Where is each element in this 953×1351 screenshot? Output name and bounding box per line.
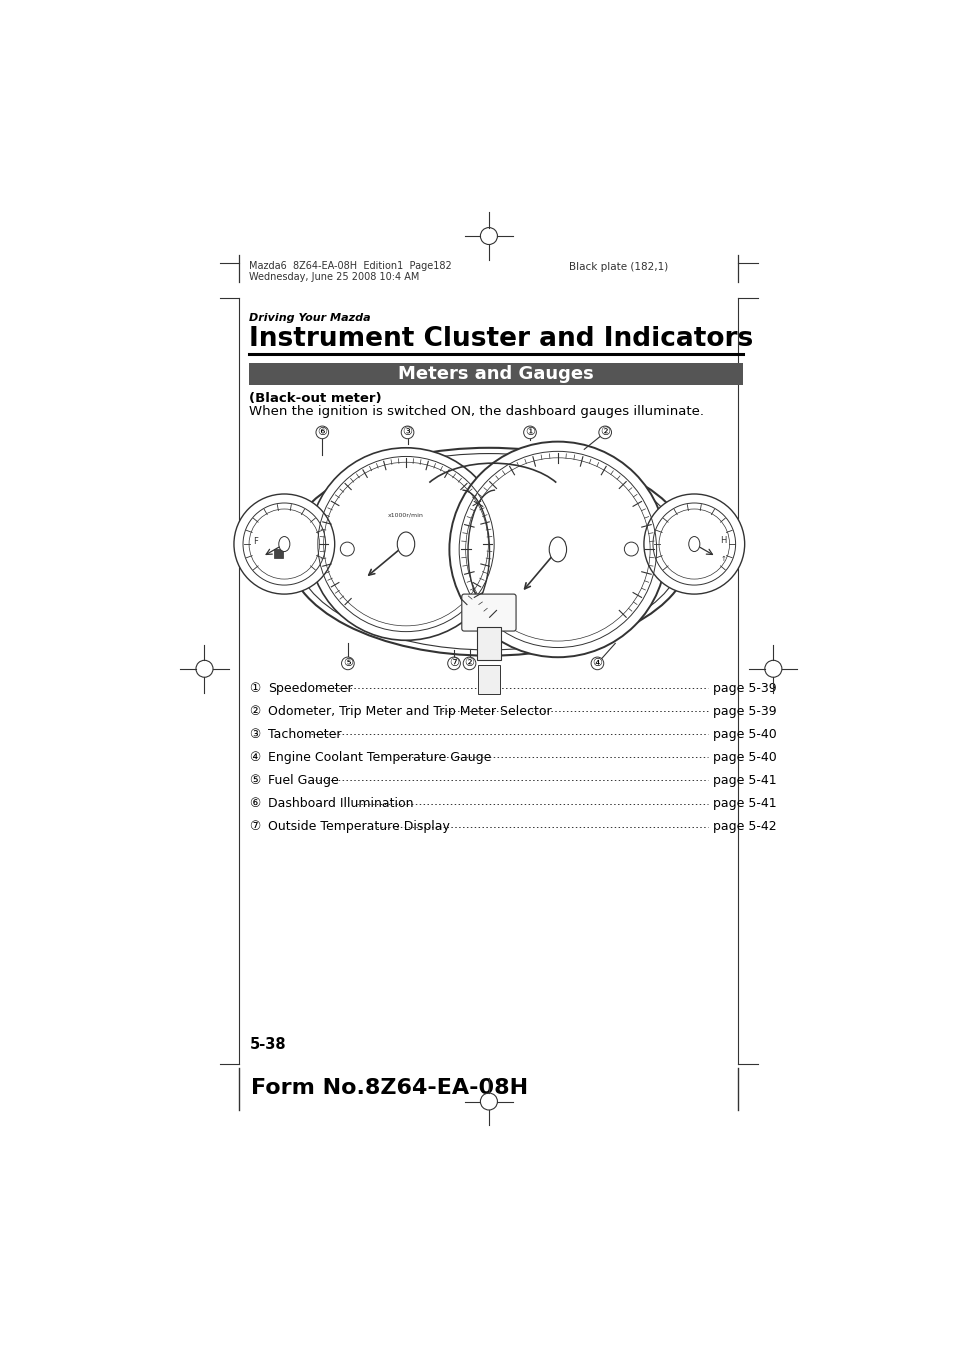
Circle shape — [449, 442, 666, 657]
Text: ③: ③ — [402, 427, 412, 438]
Text: ②: ② — [249, 705, 260, 717]
Circle shape — [623, 542, 638, 557]
Circle shape — [233, 494, 335, 594]
Text: ②: ② — [599, 427, 610, 438]
Ellipse shape — [396, 532, 415, 557]
Text: Driving Your Mazda: Driving Your Mazda — [249, 313, 371, 323]
Text: Dashboard Illumination: Dashboard Illumination — [268, 797, 413, 811]
Text: ④: ④ — [249, 751, 260, 763]
FancyBboxPatch shape — [461, 594, 516, 631]
Text: ②: ② — [464, 658, 474, 669]
Text: Meters and Gauges: Meters and Gauges — [398, 365, 594, 382]
Text: ⑦: ⑦ — [249, 820, 260, 834]
Text: (Black-out meter): (Black-out meter) — [249, 392, 381, 405]
Text: ⑤: ⑤ — [249, 774, 260, 786]
Text: Wednesday, June 25 2008 10:4 AM: Wednesday, June 25 2008 10:4 AM — [249, 273, 419, 282]
Bar — [477, 665, 499, 694]
Text: F: F — [253, 538, 257, 546]
Text: Form No.8Z64-EA-08H: Form No.8Z64-EA-08H — [251, 1078, 528, 1098]
Text: When the ignition is switched ON, the dashboard gauges illuminate.: When the ignition is switched ON, the da… — [249, 405, 703, 419]
Text: 5-38: 5-38 — [249, 1038, 286, 1052]
Ellipse shape — [688, 536, 700, 551]
Text: ③: ③ — [249, 728, 260, 740]
Text: page 5-41: page 5-41 — [712, 797, 776, 811]
Text: Instrument Cluster and Indicators: Instrument Cluster and Indicators — [249, 326, 753, 353]
Text: ⑥: ⑥ — [249, 797, 260, 811]
Text: page 5-40: page 5-40 — [712, 728, 776, 740]
Text: Odometer, Trip Meter and Trip Meter Selector: Odometer, Trip Meter and Trip Meter Sele… — [268, 705, 551, 717]
Ellipse shape — [549, 538, 566, 562]
Text: Speedometer: Speedometer — [268, 681, 353, 694]
Text: Fuel Gauge: Fuel Gauge — [268, 774, 338, 786]
Circle shape — [643, 494, 744, 594]
Text: ①: ① — [249, 681, 260, 694]
Text: Outside Temperature Display: Outside Temperature Display — [268, 820, 450, 834]
Text: Black plate (182,1): Black plate (182,1) — [568, 262, 667, 272]
Circle shape — [340, 542, 354, 557]
Ellipse shape — [278, 536, 290, 551]
Text: Mazda6  8Z64-EA-08H  Edition1  Page182: Mazda6 8Z64-EA-08H Edition1 Page182 — [249, 262, 452, 272]
Text: ①: ① — [524, 427, 535, 438]
Text: Engine Coolant Temperature Gauge: Engine Coolant Temperature Gauge — [268, 751, 491, 763]
Text: ⑥: ⑥ — [317, 427, 327, 438]
Text: ④: ④ — [592, 658, 601, 669]
Text: page 5-41: page 5-41 — [712, 774, 776, 786]
Bar — [249, 363, 742, 385]
Text: Tachometer: Tachometer — [268, 728, 341, 740]
Text: page 5-40: page 5-40 — [712, 751, 776, 763]
Text: x1000r/min: x1000r/min — [388, 512, 423, 517]
Text: page 5-39: page 5-39 — [712, 681, 776, 694]
Circle shape — [309, 447, 502, 640]
Text: ⑦: ⑦ — [449, 658, 458, 669]
Bar — [274, 549, 283, 558]
Text: H: H — [720, 535, 726, 544]
Text: page 5-39: page 5-39 — [712, 705, 776, 717]
Bar — [476, 627, 500, 659]
Text: ⑤: ⑤ — [342, 658, 353, 669]
Text: page 5-42: page 5-42 — [712, 820, 776, 834]
Text: ↑: ↑ — [720, 557, 725, 562]
